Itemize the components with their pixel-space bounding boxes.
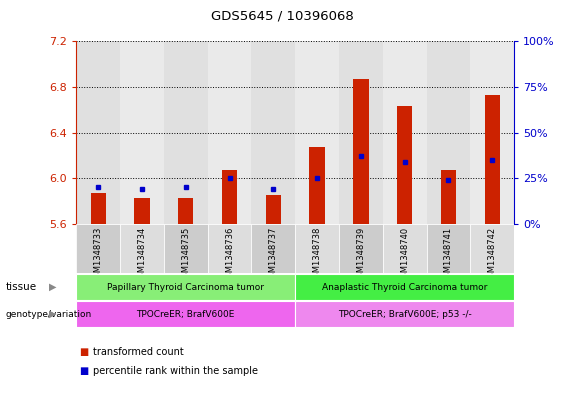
Bar	[90, 193, 106, 224]
Bar	[76, 301, 295, 327]
Text: ▶: ▶	[49, 309, 56, 319]
Bar	[208, 41, 251, 224]
Text: Anaplastic Thyroid Carcinoma tumor: Anaplastic Thyroid Carcinoma tumor	[322, 283, 488, 292]
Bar	[295, 224, 339, 273]
Bar	[134, 198, 150, 224]
Text: transformed count: transformed count	[93, 347, 184, 357]
Text: GSM1348739: GSM1348739	[357, 226, 366, 283]
Bar	[353, 79, 368, 224]
Bar	[339, 41, 383, 224]
Bar	[266, 195, 281, 224]
Text: GSM1348734: GSM1348734	[137, 226, 146, 283]
Text: GSM1348736: GSM1348736	[225, 226, 234, 283]
Bar	[295, 301, 514, 327]
Bar	[295, 41, 339, 224]
Text: ■: ■	[79, 366, 88, 376]
Bar	[164, 41, 208, 224]
Text: TPOCreER; BrafV600E: TPOCreER; BrafV600E	[137, 310, 235, 319]
Text: GSM1348738: GSM1348738	[312, 226, 321, 283]
Bar	[339, 224, 383, 273]
Text: tissue: tissue	[6, 282, 37, 292]
Bar	[251, 224, 295, 273]
Text: ▶: ▶	[49, 282, 56, 292]
Text: GSM1348735: GSM1348735	[181, 226, 190, 283]
Bar	[222, 170, 237, 224]
Bar	[120, 41, 164, 224]
Bar	[251, 41, 295, 224]
Bar	[470, 41, 514, 224]
Text: GSM1348742: GSM1348742	[488, 226, 497, 283]
Text: GSM1348733: GSM1348733	[94, 226, 103, 283]
Bar	[310, 147, 325, 224]
Text: Papillary Thyroid Carcinoma tumor: Papillary Thyroid Carcinoma tumor	[107, 283, 264, 292]
Text: GSM1348737: GSM1348737	[269, 226, 278, 283]
Text: GSM1348740: GSM1348740	[400, 226, 409, 283]
Bar	[470, 224, 514, 273]
Text: genotype/variation: genotype/variation	[6, 310, 92, 319]
Bar	[120, 224, 164, 273]
Bar	[164, 224, 208, 273]
Bar	[76, 224, 120, 273]
Bar	[208, 224, 251, 273]
Bar	[295, 274, 514, 300]
Text: GSM1348741: GSM1348741	[444, 226, 453, 283]
Bar	[397, 107, 412, 224]
Text: GDS5645 / 10396068: GDS5645 / 10396068	[211, 10, 354, 23]
Text: ■: ■	[79, 347, 88, 357]
Bar	[485, 95, 500, 224]
Bar	[427, 224, 470, 273]
Bar	[178, 198, 193, 224]
Text: percentile rank within the sample: percentile rank within the sample	[93, 366, 258, 376]
Bar	[76, 274, 295, 300]
Text: TPOCreER; BrafV600E; p53 -/-: TPOCreER; BrafV600E; p53 -/-	[338, 310, 472, 319]
Bar	[383, 41, 427, 224]
Bar	[76, 41, 120, 224]
Bar	[441, 170, 456, 224]
Bar	[383, 224, 427, 273]
Bar	[427, 41, 470, 224]
